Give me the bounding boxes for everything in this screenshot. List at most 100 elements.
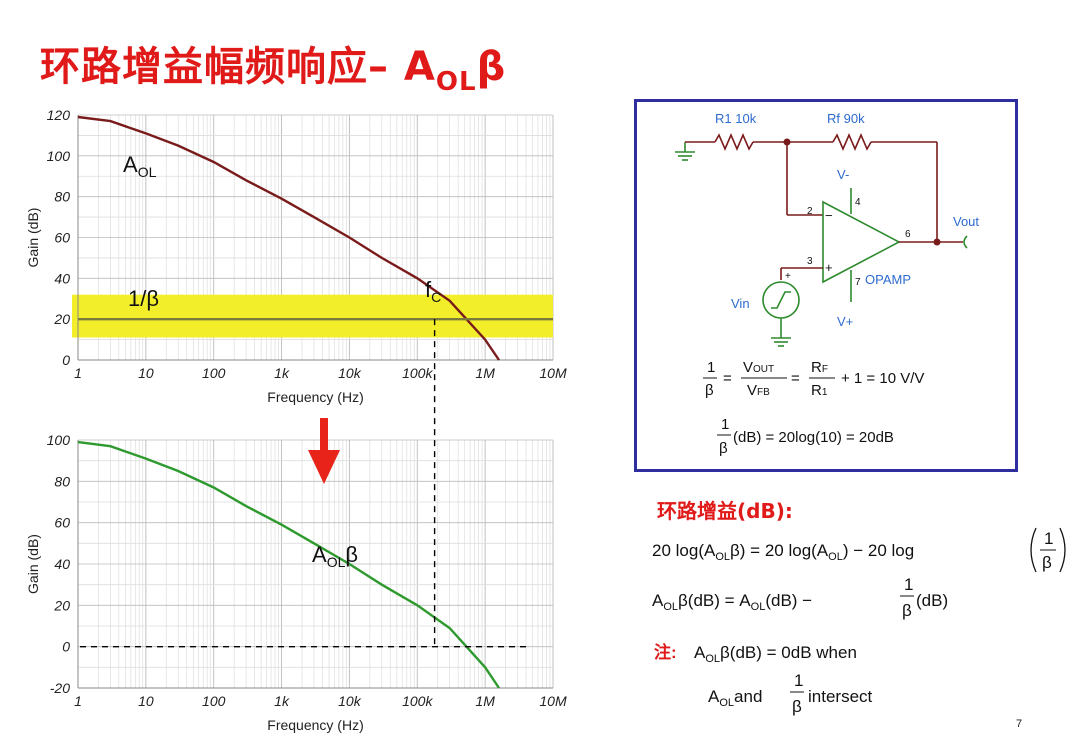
x-tick-label: 10k: [338, 693, 362, 709]
r1-label: R1 10k: [715, 111, 757, 126]
svg-text:=: =: [723, 370, 732, 387]
db-equation: 1 β (dB) = 20log(10) = 20dB: [717, 416, 894, 457]
minus-label: −: [825, 208, 833, 223]
loop-gain-heading: 环路增益(dB):: [657, 499, 793, 523]
rf-label: Rf 90k: [827, 111, 865, 126]
y-tick-label: 120: [47, 107, 71, 123]
f1-a: 20 log(A: [652, 541, 716, 560]
f2-c: (dB) −: [765, 591, 812, 610]
y-tick-label: 100: [47, 432, 71, 448]
x-tick-label: 10M: [539, 365, 567, 381]
vout-label: Vout: [953, 214, 979, 229]
f2-b: β(dB) = A: [678, 591, 751, 610]
y-tick-label: 60: [54, 230, 70, 246]
title-tail: β: [476, 44, 507, 90]
x-tick-label: 1M: [475, 365, 495, 381]
svg-text:VFB: VFB: [747, 382, 770, 399]
f2-a: A: [652, 591, 664, 610]
circuit-panel: R1 10k Rf 90k V- V+ Vout Vin OPAMP 2 3 4…: [634, 99, 1018, 472]
x-tick-label: 1: [74, 365, 82, 381]
svg-text:20 log(AOLβ) = 20 log(AOL) − 2: 20 log(AOLβ) = 20 log(AOL) − 20 log: [652, 541, 914, 563]
y-tick-label: 40: [54, 270, 70, 286]
x-tick-label: 1: [74, 693, 82, 709]
title-main: 环路增益幅频响应– A: [40, 44, 436, 90]
note-label: 注:: [654, 642, 677, 662]
eq1-f2-num: R: [811, 359, 822, 376]
opamp-schematic: R1 10k Rf 90k V- V+ Vout Vin OPAMP 2 3 4…: [675, 111, 979, 457]
eq1-f1-num: V: [743, 359, 753, 376]
eq2-tail: (dB) = 20log(10) = 20dB: [733, 429, 894, 446]
x-tick-label: 100: [202, 693, 226, 709]
feedback-equation: 1 β = VOUT VFB = RF R1 + 1 = 10 V/V: [703, 359, 924, 399]
f4-c: intersect: [808, 687, 873, 706]
f4-a-sub: OL: [719, 697, 734, 709]
loop-gain-formulas: 20 log(AOLβ) = 20 log(AOL) − 20 log 1 β …: [652, 527, 1066, 716]
svg-text:AOLβ(dB) = AOL(dB) −: AOLβ(dB) = AOL(dB) −: [652, 591, 812, 613]
junction-dot: [783, 138, 791, 146]
x-tick-label: 10k: [338, 365, 362, 381]
junction-dot: [933, 238, 941, 246]
x-tick-label: 10M: [539, 693, 567, 709]
x-tick-label: 100k: [402, 693, 433, 709]
y-axis-label: Gain (dB): [25, 534, 41, 594]
title-sub: OL: [435, 67, 477, 97]
f2-b-sub: OL: [751, 601, 766, 613]
y-tick-label: 20: [53, 311, 70, 327]
eq1-f2-den-sub: 1: [822, 387, 828, 398]
y-tick-label: 0: [62, 639, 70, 655]
f4-num: 1: [794, 671, 803, 690]
f1-c: ) − 20 log: [843, 541, 914, 560]
f1-num: 1: [1044, 529, 1053, 548]
fc-label: fC: [425, 277, 441, 305]
f4-den: β: [792, 697, 802, 716]
down-arrow-icon: [308, 418, 340, 484]
f2-d: (dB): [916, 591, 948, 610]
eq1-f2-den: R: [811, 382, 822, 399]
vneg-label: V-: [837, 167, 849, 182]
x-tick-label: 10: [138, 365, 154, 381]
slide-title: 环路增益幅频响应– AOLβ: [40, 34, 506, 97]
pin2-label: 2: [807, 206, 813, 217]
opamp-label: OPAMP: [865, 272, 911, 287]
x-axis-label: Frequency (Hz): [267, 717, 363, 733]
plus-label: +: [825, 260, 833, 275]
aol-label: AOL: [123, 152, 157, 180]
series-line: [77, 115, 500, 361]
pin3-label: 3: [807, 256, 813, 267]
f4-b: and: [734, 687, 762, 706]
pin7-label: 7: [855, 277, 861, 288]
f4-a: A: [708, 687, 720, 706]
eq1-lhs-num: 1: [707, 359, 715, 376]
loop-gain-chart: 1 10 100 1k 10k 100k 1M 10M -20 0 20 40 60 80 100 Frequ…: [25, 432, 567, 733]
x-axis-label: Frequency (Hz): [267, 389, 363, 405]
y-tick-label: 80: [54, 189, 70, 205]
y-tick-label: 100: [47, 148, 71, 164]
eq1-f1-den-sub: FB: [757, 387, 770, 398]
y-tick-label: 0: [62, 352, 70, 368]
eq1-lhs-den: β: [705, 382, 714, 399]
x-tick-label: 100k: [402, 365, 433, 381]
svg-text:AOLβ(dB) = 0dB when: AOLβ(dB) = 0dB when: [694, 643, 857, 665]
f1-den: β: [1042, 553, 1052, 572]
eq2-num: 1: [721, 416, 729, 433]
svg-text:AOLand: AOLand: [708, 687, 762, 709]
svg-text:R1: R1: [811, 382, 828, 399]
vin-label: Vin: [731, 296, 750, 311]
eq2-den: β: [719, 440, 728, 457]
x-tick-label: 1M: [475, 693, 495, 709]
f1-b-sub: OL: [828, 551, 843, 563]
source-plus-label: +: [785, 271, 791, 282]
y-tick-label: -20: [50, 680, 70, 696]
svg-text:RF: RF: [811, 359, 828, 376]
y-tick-label: 60: [54, 515, 70, 531]
y-tick-label: 20: [53, 597, 70, 613]
x-tick-label: 1k: [274, 365, 290, 381]
f1-b: β) = 20 log(A: [730, 541, 829, 560]
aol-beta-label: AOLβ: [312, 542, 358, 570]
svg-text:VOUT: VOUT: [743, 359, 774, 376]
y-axis-label: Gain (dB): [25, 208, 41, 268]
f3-b: β(dB) = 0dB when: [720, 643, 857, 662]
beta-label: 1/β: [128, 286, 159, 311]
x-tick-label: 1k: [274, 693, 290, 709]
eq1-f1-num-sub: OUT: [753, 364, 774, 375]
